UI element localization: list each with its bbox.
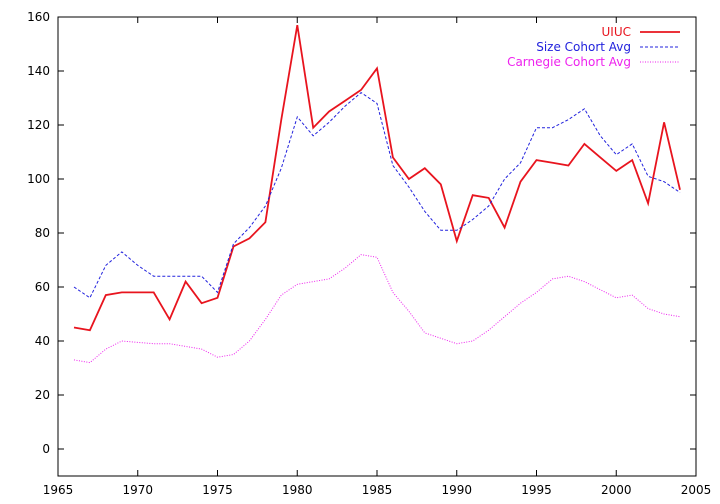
ticks-layer: 0 20 40 60 80 100 120 140 160 1965 1970 1975 1980 198… bbox=[27, 10, 711, 497]
x-tick-label: 1965 bbox=[43, 483, 74, 497]
y-tick-label: 80 bbox=[35, 226, 50, 240]
series-line-1 bbox=[73, 91, 681, 299]
x-tick-label: 1975 bbox=[202, 483, 233, 497]
series-line-0 bbox=[73, 24, 681, 332]
x-tick-label: 1995 bbox=[521, 483, 552, 497]
legend-label-0: UIUC bbox=[602, 25, 631, 39]
series-layer bbox=[73, 24, 681, 364]
x-tick-label: 2000 bbox=[601, 483, 632, 497]
y-tick-label: 20 bbox=[35, 388, 50, 402]
x-tick-label: 1985 bbox=[362, 483, 393, 497]
y-tick-label: 100 bbox=[27, 172, 50, 186]
legend-label-2: Carnegie Cohort Avg bbox=[507, 55, 631, 69]
series-line-2 bbox=[73, 254, 681, 364]
y-tick-label: 120 bbox=[27, 118, 50, 132]
legend-label-1: Size Cohort Avg bbox=[536, 40, 631, 54]
y-tick-label: 160 bbox=[27, 10, 50, 24]
x-tick-label: 1980 bbox=[282, 483, 313, 497]
y-tick-label: 40 bbox=[35, 334, 50, 348]
y-tick-label: 140 bbox=[27, 64, 50, 78]
y-tick-label: 0 bbox=[42, 442, 50, 456]
y-tick-label: 60 bbox=[35, 280, 50, 294]
plot-frame bbox=[57, 16, 697, 477]
x-tick-label: 2005 bbox=[681, 483, 712, 497]
x-tick-label: 1990 bbox=[441, 483, 472, 497]
x-tick-label: 1970 bbox=[122, 483, 153, 497]
